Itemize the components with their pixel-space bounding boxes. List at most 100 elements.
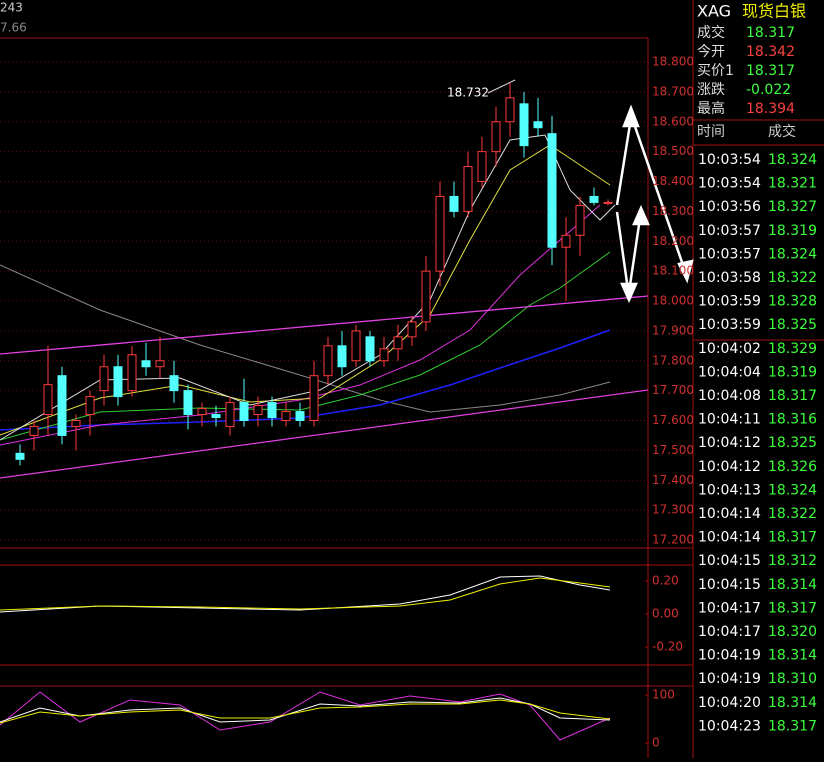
candles	[15, 82, 613, 466]
trend-line	[0, 389, 649, 479]
trade-time: 10:04:15	[698, 553, 761, 569]
candle-body	[183, 390, 193, 416]
candle-body	[267, 402, 277, 419]
candle-body	[435, 195, 445, 272]
trade-price: 18.328	[768, 294, 817, 310]
trade-time: 10:04:15	[698, 577, 761, 593]
candle-body	[253, 405, 263, 416]
y-tick-label: 17.600	[652, 413, 694, 427]
trade-time: 10:03:57	[698, 223, 761, 239]
trade-price: 18.325	[768, 435, 817, 451]
candle-body	[281, 411, 291, 422]
trade-time: 10:04:12	[698, 459, 761, 475]
y-tick-label: 17.800	[652, 353, 694, 367]
candle-body	[309, 375, 319, 421]
trade-time: 10:04:23	[698, 718, 761, 734]
trade-price: 18.310	[768, 671, 817, 687]
candle-body	[323, 345, 333, 377]
quote-label: 今开	[697, 44, 725, 60]
y-tick-label: 18.800	[652, 55, 694, 69]
trade-price: 18.319	[768, 364, 817, 380]
d-line	[0, 699, 611, 724]
y-tick-label: 18.000	[652, 294, 694, 308]
candle-body	[155, 360, 165, 368]
arrowhead	[677, 259, 694, 284]
symbol-name: 现货白银	[742, 2, 806, 21]
y-tick-label: 17.500	[652, 443, 694, 457]
trade-time: 10:04:12	[698, 435, 761, 451]
kdj-tick-label: 100	[652, 688, 675, 702]
macd-tick-label: 0.00	[652, 607, 679, 621]
trade-price: 18.317	[768, 530, 817, 546]
candle-body	[211, 414, 221, 419]
candle-body	[127, 354, 137, 392]
trade-time: 10:04:17	[698, 624, 761, 640]
trade-time: 10:04:13	[698, 482, 761, 498]
candle-body	[561, 234, 571, 248]
candle-body	[169, 375, 179, 392]
trade-price: 18.320	[768, 624, 817, 640]
candle-body	[379, 348, 389, 362]
candle-body	[393, 336, 403, 350]
trade-price: 18.312	[768, 553, 817, 569]
macd-tick-label: 0.20	[652, 574, 679, 588]
arrow	[629, 114, 686, 269]
y-tick-label: 18.700	[652, 84, 694, 98]
candle-body	[225, 402, 235, 427]
y-tick-label: 17.400	[652, 473, 694, 487]
trade-price: 18.314	[768, 695, 817, 711]
trade-price: 18.329	[768, 341, 817, 357]
trade-price: 18.324	[768, 152, 817, 168]
ma-green	[0, 251, 611, 441]
trend-line	[0, 295, 649, 355]
y-tick-label: 17.300	[652, 503, 694, 517]
quote-label: 成交	[697, 24, 725, 41]
candle-body	[519, 103, 529, 147]
ma-white	[0, 134, 616, 441]
trade-price: 18.325	[768, 317, 817, 333]
trades-header: 成交	[768, 123, 796, 140]
arrows	[615, 104, 694, 304]
quote-label: 最高	[697, 100, 725, 117]
trade-price: 18.326	[768, 459, 817, 475]
y-tick-label: 18.600	[652, 114, 694, 128]
candle-body	[463, 166, 473, 212]
candle-body	[547, 133, 557, 248]
arrow	[627, 217, 642, 293]
trade-price: 18.324	[768, 482, 817, 498]
trade-price: 18.317	[768, 718, 817, 734]
k-line	[0, 697, 611, 723]
candle-body	[491, 121, 501, 153]
candle-body	[85, 396, 95, 416]
trade-time: 10:03:59	[698, 317, 761, 333]
quote-value: 18.317	[746, 63, 795, 79]
candle-body	[15, 452, 25, 460]
kdj-lines	[0, 691, 611, 741]
trade-time: 10:03:57	[698, 246, 761, 262]
quote-value: 18.342	[746, 44, 795, 60]
candle-body	[421, 270, 431, 323]
trade-price: 18.322	[768, 506, 817, 522]
trade-time: 10:04:04	[698, 364, 761, 380]
peak-leader	[487, 79, 516, 94]
trade-time: 10:04:14	[698, 530, 761, 546]
y-tick-label: 17.900	[652, 323, 694, 337]
trade-time: 10:04:02	[698, 341, 761, 357]
macd-lines	[0, 575, 611, 613]
trade-time: 10:04:17	[698, 600, 761, 616]
header-code: 243	[0, 1, 23, 15]
trade-time: 10:03:58	[698, 270, 761, 286]
trade-price: 18.322	[768, 270, 817, 286]
trade-price: 18.316	[768, 412, 817, 428]
candle-body	[365, 336, 375, 362]
quote-value: 18.317	[746, 25, 795, 41]
candle-body	[477, 151, 487, 182]
trade-price: 18.319	[768, 223, 817, 239]
arrowhead	[632, 204, 650, 226]
quote-label: 涨跌	[697, 82, 725, 98]
trade-time: 10:04:20	[698, 695, 761, 711]
candle-body	[197, 408, 207, 416]
candle-body	[575, 204, 585, 236]
